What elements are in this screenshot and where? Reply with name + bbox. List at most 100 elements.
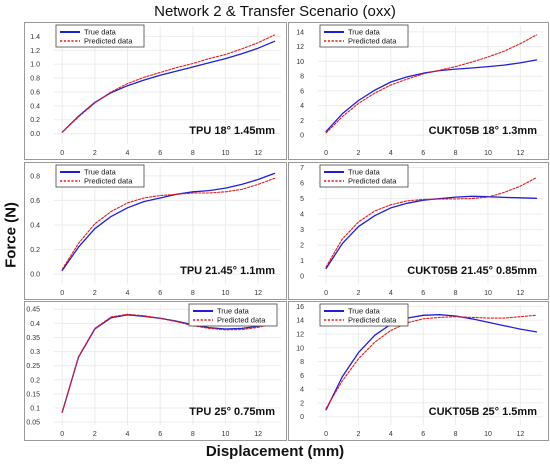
chart-panel-6: 0 2 4 6 8 10 12 0 2 4 6 8 10 12 14 16 True dataPredicted… [288,301,549,441]
legend-label: Predicted data [84,37,133,46]
legend-box [319,24,409,48]
panel-annotation: TPU 21.45° 1.1mm [180,265,275,277]
x-tick-label: 10 [484,290,492,297]
y-tick-label: 0 [300,133,304,140]
x-tick-label: 4 [126,431,130,438]
y-tick-label: 3 [300,227,304,234]
legend-label: Predicted data [348,37,397,46]
y-tick-label: 0.1 [30,406,40,413]
y-tick-label: 8 [300,359,304,366]
y-tick-label: 4 [300,212,304,219]
figure-x-axis-label: Displacement (mm) [205,443,345,460]
x-tick-label: 0 [60,431,64,438]
legend-label: True data [84,168,117,177]
panel-annotation: TPU 25° 0.75mm [189,406,275,418]
x-tick-label: 6 [158,290,162,297]
panel-annotation: CUKT05B 25° 1.5mm [429,406,538,418]
y-tick-label: 0 [300,274,304,281]
y-tick-label: 0.25 [26,363,40,370]
x-tick-label: 8 [191,290,195,297]
y-tick-label: 1.2 [30,48,40,55]
y-tick-label: 0.35 [26,335,40,342]
y-tick-label: 0.15 [26,391,40,398]
predicted-data-line [61,34,276,133]
x-tick-label: 6 [421,150,425,157]
y-tick-label: 0.2 [30,247,40,254]
legend-label: Predicted data [348,177,397,186]
predicted-data-line [325,314,538,409]
y-tick-label: 8 [300,74,304,81]
y-tick-label: 0.4 [30,103,40,110]
y-tick-label: 0.4 [30,321,40,328]
y-tick-label: 6 [300,88,304,95]
y-tick-label: 10 [296,59,304,66]
x-tick-label: 10 [484,431,492,438]
panel-annotation: TPU 18° 1.45mm [189,125,275,137]
legend-box [55,24,145,48]
predicted-data-line [325,34,538,134]
y-tick-label: 14 [296,318,304,325]
y-tick-label: 10 [296,345,304,352]
legend-label: Predicted data [84,177,133,186]
x-tick-label: 6 [158,431,162,438]
legend-box [188,303,278,327]
y-tick-label: 0.8 [30,173,40,180]
legend-box [55,164,145,188]
x-tick-label: 4 [389,150,393,157]
y-tick-label: 0.3 [30,349,40,356]
predicted-data-line [61,313,276,413]
legend-label: True data [348,168,381,177]
y-tick-label: 5 [300,196,304,203]
true-data-line [325,314,538,411]
legend-label: True data [84,28,117,37]
y-tick-label: 0.4 [30,223,40,230]
y-tick-label: 12 [296,331,304,338]
y-tick-label: 16 [296,304,304,311]
y-tick-label: 1.0 [30,62,40,69]
y-tick-label: 0.2 [30,377,40,384]
legend-label: True data [217,307,250,316]
y-tick-label: 1 [300,258,304,265]
x-tick-label: 10 [222,290,230,297]
panel-annotation: CUKT05B 18° 1.3mm [429,125,538,137]
chart-panel-3: 0 2 4 6 8 10 12 0.0 0.2 0.4 0.6 0.8 True dataPredict… [24,162,287,300]
x-tick-label: 8 [191,431,195,438]
x-tick-label: 10 [484,150,492,157]
x-tick-label: 0 [324,431,328,438]
legend-box [319,303,409,327]
x-tick-label: 12 [516,150,524,157]
y-tick-label: 0 [300,414,304,421]
y-tick-label: 0.0 [30,131,40,138]
legend-label: True data [348,307,381,316]
x-tick-label: 12 [516,290,524,297]
y-tick-label: 2 [300,118,304,125]
x-tick-label: 6 [421,290,425,297]
x-tick-label: 2 [93,431,97,438]
x-tick-label: 2 [357,290,361,297]
x-tick-label: 4 [126,290,130,297]
x-tick-label: 4 [126,150,130,157]
y-tick-label: 0.6 [30,89,40,96]
figure-title: Network 2 & Transfer Scenario (oxx) [154,3,396,20]
x-tick-label: 10 [222,150,230,157]
y-tick-label: 1.4 [30,34,40,41]
x-tick-label: 0 [324,290,328,297]
x-tick-label: 6 [421,431,425,438]
panel-annotation: CUKT05B 21.45° 0.85mm [407,265,537,277]
x-tick-label: 8 [454,150,458,157]
y-tick-label: 0.8 [30,76,40,83]
x-tick-label: 2 [93,150,97,157]
legend-label: Predicted data [217,316,266,325]
y-tick-label: 14 [296,29,304,36]
x-tick-label: 6 [158,150,162,157]
x-tick-label: 12 [254,290,262,297]
x-tick-label: 12 [516,431,524,438]
y-tick-label: 7 [300,165,304,172]
